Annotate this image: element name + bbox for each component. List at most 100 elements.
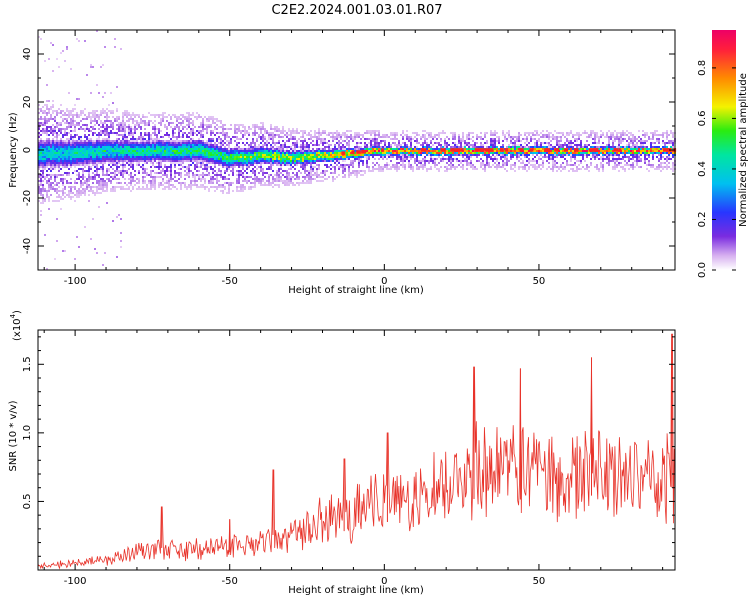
heatmap-cell — [328, 166, 330, 168]
heatmap-cell — [516, 150, 518, 152]
heatmap-cell — [328, 140, 330, 142]
heatmap-cell — [466, 136, 468, 138]
heatmap-cell — [328, 150, 330, 152]
heatmap-cell — [138, 124, 140, 126]
heatmap-cell — [222, 132, 224, 134]
heatmap-cell — [302, 150, 304, 152]
heatmap-cell — [188, 174, 190, 176]
heatmap-cell — [192, 138, 194, 140]
heatmap-cell — [84, 146, 86, 148]
heatmap-cell — [126, 154, 128, 156]
heatmap-cell — [70, 166, 72, 168]
heatmap-cell — [70, 114, 72, 116]
heatmap-cell — [388, 156, 390, 158]
heatmap-cell — [464, 150, 466, 152]
heatmap-cell — [204, 150, 206, 152]
heatmap-cell — [120, 182, 122, 184]
heatmap-cell — [388, 168, 390, 170]
heatmap-cell — [328, 156, 330, 158]
heatmap-cell — [142, 160, 144, 162]
heatmap-cell — [54, 176, 56, 178]
heatmap-cell — [254, 186, 256, 188]
heatmap-cell — [404, 166, 406, 168]
heatmap-cell — [170, 122, 172, 124]
heatmap-cell — [38, 186, 40, 188]
heatmap-cell — [118, 146, 120, 148]
heatmap-cell — [116, 160, 118, 162]
heatmap-cell — [280, 144, 282, 146]
heatmap-cell — [440, 144, 442, 146]
heatmap-cell — [344, 136, 346, 138]
heatmap-cell — [88, 134, 90, 136]
heatmap-cell — [52, 152, 54, 154]
heatmap-cell — [158, 148, 160, 150]
heatmap-cell — [378, 152, 380, 154]
heatmap-cell — [262, 174, 264, 176]
heatmap-cell — [228, 182, 230, 184]
heatmap-cell — [190, 140, 192, 142]
heatmap-cell — [216, 140, 218, 142]
heatmap-cell — [332, 152, 334, 154]
heatmap-cell — [494, 158, 496, 160]
heatmap-cell — [44, 190, 46, 192]
heatmap-cell — [460, 146, 462, 148]
heatmap-cell — [94, 186, 96, 188]
heatmap-cell — [44, 60, 46, 62]
heatmap-cell — [292, 182, 294, 184]
heatmap-cell — [122, 128, 124, 130]
heatmap-cell — [490, 140, 492, 142]
heatmap-cell — [492, 164, 494, 166]
heatmap-cell — [44, 198, 46, 200]
heatmap-cell — [406, 130, 408, 132]
heatmap-cell — [432, 144, 434, 146]
heatmap-cell — [48, 154, 50, 156]
heatmap-cell — [230, 158, 232, 160]
heatmap-cell — [120, 170, 122, 172]
heatmap-cell — [50, 150, 52, 152]
heatmap-cell — [194, 184, 196, 186]
heatmap-cell — [228, 190, 230, 192]
heatmap-cell — [344, 148, 346, 150]
heatmap-cell — [62, 178, 64, 180]
heatmap-cell — [48, 138, 50, 140]
heatmap-cell — [194, 156, 196, 158]
heatmap-cell — [174, 116, 176, 118]
heatmap-cell — [64, 148, 66, 150]
heatmap-cell — [516, 148, 518, 150]
heatmap-cell — [294, 138, 296, 140]
heatmap-cell — [76, 178, 78, 180]
heatmap-cell — [246, 152, 248, 154]
heatmap-cell — [144, 132, 146, 134]
heatmap-cell — [292, 138, 294, 140]
heatmap-cell — [288, 160, 290, 162]
heatmap-cell — [398, 158, 400, 160]
heatmap-cell — [322, 142, 324, 144]
heatmap-cell — [246, 130, 248, 132]
heatmap-cell — [520, 158, 522, 160]
heatmap-cell — [236, 150, 238, 152]
heatmap-cell — [176, 140, 178, 142]
heatmap-cell — [414, 154, 416, 156]
heatmap-cell — [94, 192, 96, 194]
heatmap-cell — [206, 166, 208, 168]
heatmap-cell — [138, 180, 140, 182]
heatmap-cell — [110, 112, 112, 114]
heatmap-cell — [140, 122, 142, 124]
heatmap-cell — [130, 126, 132, 128]
heatmap-cell — [328, 134, 330, 136]
heatmap-cell — [70, 112, 72, 114]
heatmap-cell — [442, 156, 444, 158]
heatmap-cell — [316, 138, 318, 140]
spectrogram-heatmap — [38, 30, 677, 270]
heatmap-cell — [108, 152, 110, 154]
heatmap-cell — [290, 180, 292, 182]
heatmap-cell — [310, 172, 312, 174]
heatmap-cell — [116, 142, 118, 144]
heatmap-cell — [206, 130, 208, 132]
heatmap-cell — [144, 172, 146, 174]
heatmap-cell — [104, 120, 106, 122]
heatmap-cell — [466, 142, 468, 144]
heatmap-cell — [452, 136, 454, 138]
heatmap-cell — [252, 146, 254, 148]
heatmap-cell — [364, 132, 366, 134]
